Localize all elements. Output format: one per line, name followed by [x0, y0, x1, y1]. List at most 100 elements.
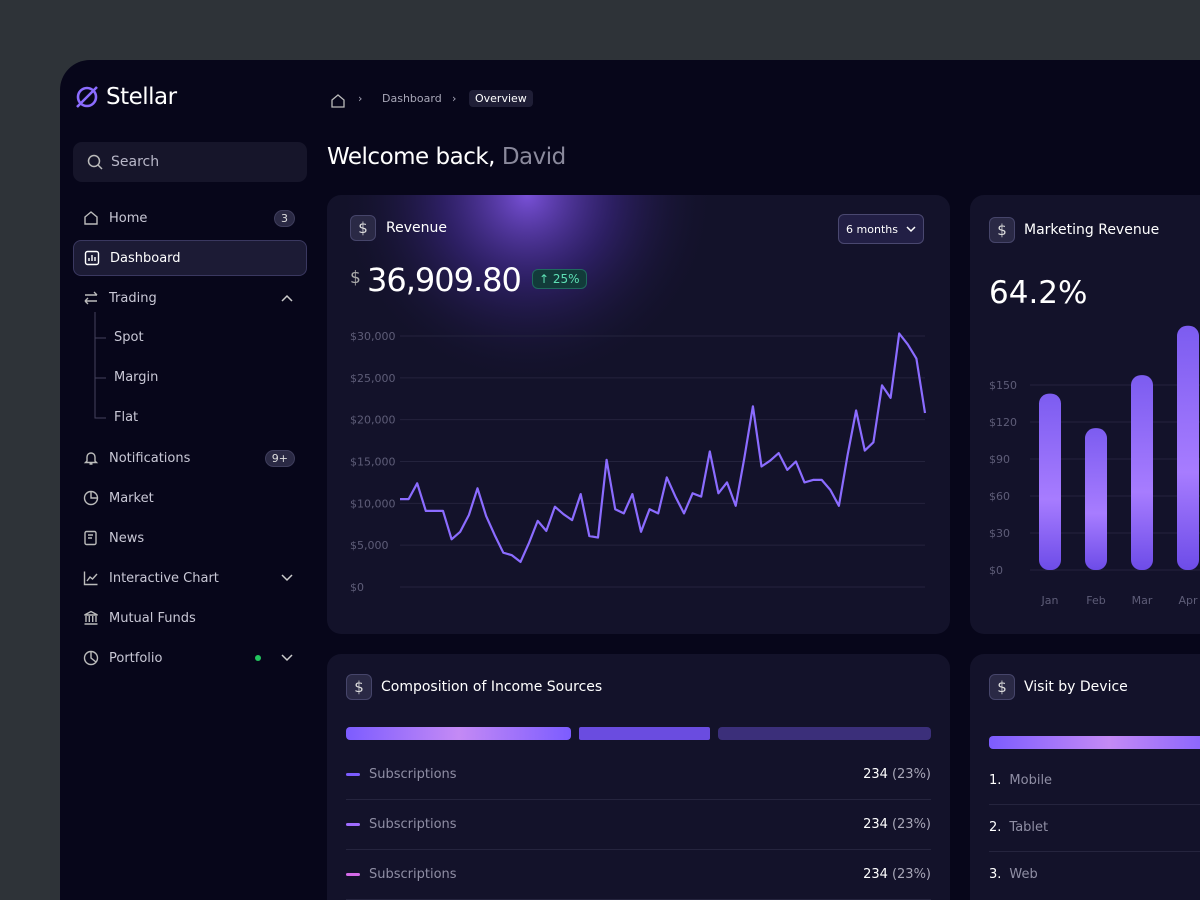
card-icon: $ — [989, 217, 1015, 243]
device-row: 1. Mobile — [989, 757, 1200, 805]
y-tick-label: $30 — [989, 527, 1010, 540]
y-tick-label: $150 — [989, 379, 1017, 392]
nav-item[interactable]: Notifications 9+ — [73, 440, 307, 476]
device-rank: 2. — [989, 820, 1002, 835]
card-title: Marketing Revenue — [1024, 222, 1160, 238]
welcome: Welcome back, David — [327, 144, 566, 170]
app-window: Stellar Search Home 3 Dashboard Trading S… — [60, 60, 1200, 900]
search-icon — [87, 154, 103, 170]
icon — [84, 530, 97, 546]
logo — [76, 86, 98, 108]
device-rank: 1. — [989, 773, 1002, 788]
range-select[interactable]: 6 months — [838, 214, 924, 244]
chevron-down — [906, 225, 916, 232]
greeting: Welcome back, — [327, 144, 496, 170]
nav-label: Home — [109, 210, 148, 226]
sub-nav-item[interactable]: Flat — [114, 410, 139, 425]
chevron-down — [281, 574, 293, 582]
device-bar — [989, 736, 1200, 749]
nav-item[interactable]: Home 3 — [73, 200, 307, 236]
card-title: Revenue — [386, 220, 447, 236]
change: 25% — [552, 272, 580, 286]
x-tick-label: Jan — [1041, 594, 1059, 607]
y-tick-label: $90 — [989, 453, 1010, 466]
revenue-card: $0 $5,000 $10,000 $15,000 $20,000 $25,000 $30,… — [327, 195, 950, 634]
composition-bar — [346, 727, 931, 740]
brand: Stellar — [74, 84, 177, 110]
y-tick-label: $0 — [989, 564, 1003, 577]
card-icon: $ — [346, 674, 372, 700]
nav-item[interactable]: Dashboard — [73, 240, 307, 276]
legend-dot — [346, 772, 360, 776]
sub-nav-item[interactable]: Margin — [114, 370, 159, 385]
home-icon[interactable] — [330, 93, 346, 109]
nav-item[interactable]: Portfolio — [73, 640, 307, 676]
income-row: Subscriptions 234 (23%) — [346, 849, 931, 900]
y-tick-label: $60 — [989, 490, 1010, 503]
status-dot — [255, 655, 261, 661]
metric: 64.2% — [989, 275, 1088, 311]
device-row: 2. Tablet — [989, 804, 1200, 852]
breadcrumb[interactable]: Dashboard — [382, 92, 442, 105]
icon — [84, 291, 98, 305]
card-title: Visit by Device — [1024, 679, 1128, 695]
device-label: Web — [1009, 867, 1038, 882]
device-label: Mobile — [1009, 773, 1053, 788]
source-share: (23%) — [891, 816, 931, 832]
device-rank: 3. — [989, 867, 1002, 882]
source-value: 234 — [863, 766, 888, 782]
x-tick-label: Mar — [1132, 594, 1153, 607]
nav-label: Interactive Chart — [109, 570, 219, 586]
y-tick-label: $10,000 — [350, 497, 396, 510]
icon — [83, 650, 99, 666]
line-series — [400, 332, 927, 563]
source-share: (23%) — [891, 766, 931, 782]
marketing-card: $0 $30 $60 $90 $120 $150 Jan Feb Mar Apr $ Market… — [970, 195, 1200, 634]
segment — [346, 727, 571, 740]
card-icon: $ — [350, 215, 376, 241]
y-tick-label: $30,000 — [350, 330, 396, 343]
icon — [84, 610, 98, 625]
source-value: 234 — [863, 816, 888, 832]
nav-item[interactable]: Market — [73, 480, 307, 516]
y-tick-label: $5,000 — [350, 539, 389, 552]
y-tick-label: $25,000 — [350, 372, 396, 385]
separator: › — [358, 92, 363, 105]
icon — [83, 571, 98, 586]
y-tick-label: $120 — [989, 416, 1017, 429]
nav-item[interactable]: News — [73, 520, 307, 556]
income-row: Subscriptions 234 (23%) — [346, 749, 931, 800]
icon — [83, 490, 99, 506]
segment — [579, 727, 710, 740]
source-share: (23%) — [891, 866, 931, 882]
device-card: $ Visit by Device 1. Mobile 2. Tablet 3. Web — [970, 654, 1200, 900]
nav-badge: 9+ — [264, 449, 295, 467]
bar — [1085, 428, 1107, 570]
income-row: Subscriptions 234 (23%) — [346, 799, 931, 850]
income-card: $ Composition of Income Sources Subscrip… — [327, 654, 950, 900]
nav-item[interactable]: Interactive Chart — [73, 560, 307, 596]
nav-label: Portfolio — [109, 650, 163, 666]
change-badge: ↑ 25% — [532, 269, 587, 289]
separator: › — [452, 92, 457, 105]
x-tick-label: Apr — [1178, 594, 1198, 607]
segment — [718, 727, 931, 740]
icon — [84, 211, 98, 225]
tree-lines — [94, 312, 106, 419]
search-box[interactable]: Search — [73, 142, 307, 182]
marketing-chart: $0 $30 $60 $90 $120 $150 Jan Feb Mar Apr — [989, 325, 1200, 607]
y-tick-label: $15,000 — [350, 456, 396, 469]
source-label: Subscriptions — [369, 866, 457, 882]
nav-item[interactable]: Mutual Funds — [73, 600, 307, 636]
bar — [1039, 393, 1061, 570]
chevron-down — [281, 654, 293, 662]
nav-label: Notifications — [109, 450, 191, 466]
legend-dot — [346, 872, 360, 876]
currency: $ — [350, 268, 361, 288]
chevron-up — [281, 294, 293, 302]
source-value: 234 — [863, 866, 888, 882]
card-title: Composition of Income Sources — [381, 679, 603, 695]
sub-nav-item[interactable]: Spot — [114, 330, 144, 345]
nav-item[interactable]: Trading — [73, 280, 307, 316]
y-tick-label: $0 — [350, 581, 364, 594]
